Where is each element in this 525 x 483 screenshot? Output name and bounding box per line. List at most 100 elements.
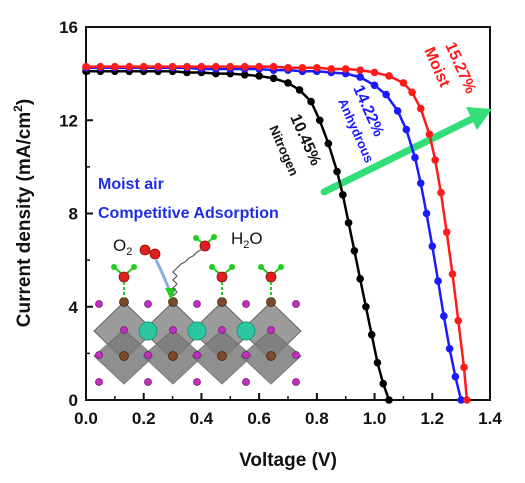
h2o-label-sub: 2 [243, 239, 249, 251]
o2-arrow-head [165, 288, 176, 300]
data-point [183, 62, 191, 71]
data-point [457, 396, 465, 404]
y-tick-label: 12 [59, 111, 78, 130]
data-point [154, 62, 162, 71]
data-point [339, 191, 347, 199]
data-point [411, 153, 419, 162]
data-point [385, 72, 393, 80]
data-point [445, 344, 454, 353]
data-point [408, 88, 416, 97]
data-point [111, 62, 119, 71]
o2-adsorption-arrow [154, 259, 172, 293]
x-tick-label: 0.2 [132, 409, 156, 428]
y-tick-label: 16 [59, 18, 78, 37]
data-point [448, 270, 457, 278]
data-point [463, 396, 471, 404]
data-point [382, 90, 390, 99]
y-axis-label-close: ) [14, 99, 35, 105]
data-point [442, 228, 451, 236]
data-point [451, 372, 460, 381]
halide-atoms [95, 300, 300, 386]
data-point [362, 302, 370, 311]
y-tick-label: 8 [69, 205, 78, 224]
data-point [240, 62, 249, 71]
data-point [295, 86, 304, 94]
data-point [307, 97, 315, 106]
data-point [298, 63, 307, 72]
y-axis-label-sup: 2 [11, 105, 25, 112]
data-point [341, 65, 350, 73]
data-point [344, 219, 353, 227]
data-point [255, 62, 263, 71]
y-tick-label: 0 [69, 391, 78, 410]
y-axis-label: Current density (mA/cm2) [11, 99, 35, 327]
trend-arrow [320, 107, 492, 196]
data-point [370, 68, 379, 77]
a-site-cations [138, 321, 256, 341]
x-axis-label: Voltage (V) [239, 450, 337, 471]
data-point [370, 81, 379, 90]
data-point [255, 72, 263, 80]
x-tick-label: 1.2 [420, 409, 444, 428]
x-tick-label: 0.4 [190, 409, 214, 428]
data-point [428, 242, 437, 250]
h2o-label-h: H [231, 229, 243, 248]
data-point [324, 139, 333, 148]
data-point [168, 62, 177, 71]
adsorption-illustration: O2 H2O [93, 229, 302, 386]
data-point [82, 62, 90, 71]
data-point [269, 74, 278, 83]
data-point [422, 209, 431, 218]
data-point [356, 73, 364, 81]
data-point [385, 396, 393, 404]
data-point [313, 63, 321, 72]
h2o-label-o: O [249, 229, 262, 248]
data-point [373, 358, 382, 367]
data-point [454, 316, 463, 325]
data-point [284, 79, 292, 87]
data-point [226, 62, 235, 71]
data-point [440, 312, 448, 320]
y-tick-label: 4 [69, 298, 79, 317]
series-labels: 10.45% Nitrogen 14.22% Anhydrous 15.27% … [266, 40, 479, 178]
data-point [125, 62, 134, 71]
x-tick-label: 0.8 [305, 409, 329, 428]
data-point [212, 62, 220, 71]
data-point [96, 62, 105, 71]
data-point [434, 277, 442, 285]
series-layer [82, 62, 471, 404]
x-axis-ticks: 0.0 0.2 0.4 0.6 0.8 1.0 1.2 1.4 [74, 393, 502, 428]
data-point [425, 130, 434, 139]
data-point [197, 62, 206, 71]
b-site-atoms [119, 297, 276, 361]
data-point [356, 66, 364, 74]
h2o-label: H2O [231, 229, 263, 251]
y-axis-ticks: 0 4 8 12 16 [59, 18, 93, 410]
data-point [356, 274, 364, 283]
data-point [416, 104, 425, 113]
data-point [269, 62, 278, 71]
o2-label-sub: 2 [126, 246, 132, 258]
data-point [437, 188, 445, 197]
data-point [367, 330, 376, 339]
water-molecules [111, 234, 284, 298]
data-point [399, 79, 408, 87]
annotation-competitive-adsorption: Competitive Adsorption [98, 205, 279, 222]
y-axis-label-main: Current density (mA/cm [14, 112, 35, 327]
data-point [460, 363, 468, 372]
annotation-moist-air: Moist air [98, 176, 164, 193]
x-tick-label: 0.0 [74, 409, 98, 428]
data-point [139, 62, 148, 71]
series-moist [82, 62, 471, 404]
data-point [393, 107, 402, 115]
data-point [431, 156, 439, 164]
x-tick-label: 0.6 [247, 409, 271, 428]
x-tick-label: 1.4 [478, 409, 502, 428]
o2-label: O2 [113, 236, 132, 258]
data-point [379, 379, 388, 388]
data-point [402, 125, 411, 134]
data-point [350, 247, 359, 255]
octahedra-layer [93, 301, 302, 385]
data-point [284, 63, 292, 72]
